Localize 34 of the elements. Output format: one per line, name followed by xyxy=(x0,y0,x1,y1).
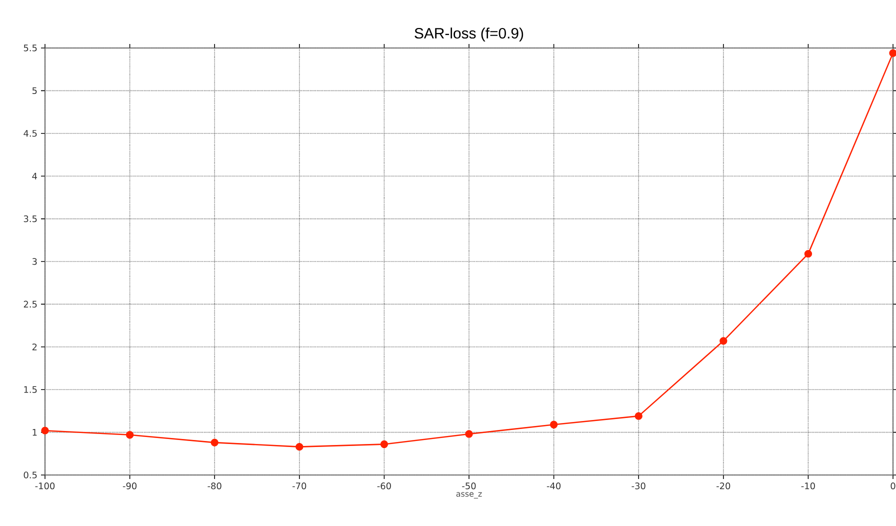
x-tick-label: -100 xyxy=(35,482,55,490)
y-tick-label: 1 xyxy=(32,429,37,436)
y-tick-label: 1.5 xyxy=(24,386,37,393)
x-tick-label: -80 xyxy=(208,482,222,490)
point xyxy=(41,426,49,434)
y-tick-label: 4 xyxy=(32,172,37,180)
y-tick-label: 4.5 xyxy=(24,130,37,137)
point xyxy=(889,49,896,57)
point xyxy=(126,431,134,439)
y-tick-label: 0.5 xyxy=(24,472,37,478)
point xyxy=(210,438,218,446)
y-tick-label: 3.5 xyxy=(24,215,37,222)
x-tick-label: -60 xyxy=(377,482,391,490)
y-tick-label: 3 xyxy=(32,258,37,265)
point xyxy=(380,440,388,448)
point xyxy=(804,250,812,258)
x-tick-label: -10 xyxy=(801,482,815,490)
point xyxy=(634,412,642,420)
x-tick-label: 0 xyxy=(890,482,896,490)
point xyxy=(550,420,558,428)
point xyxy=(720,337,728,345)
point xyxy=(465,430,473,438)
chart-title: SAR-loss (f=0.9) xyxy=(414,28,524,42)
x-tick-label: -40 xyxy=(546,482,561,490)
x-tick-label: -90 xyxy=(122,482,137,490)
y-tick-label: 5 xyxy=(32,87,37,94)
x-tick-label: -50 xyxy=(462,482,476,490)
y-tick-label: 5.5 xyxy=(24,44,37,52)
x-tick-label: -30 xyxy=(632,482,646,490)
x-tick-label: -20 xyxy=(716,482,730,490)
y-tick-label: 2.5 xyxy=(24,300,37,308)
x-tick-label: -70 xyxy=(292,482,306,490)
point xyxy=(296,442,304,451)
y-tick-label: 2 xyxy=(32,344,37,350)
